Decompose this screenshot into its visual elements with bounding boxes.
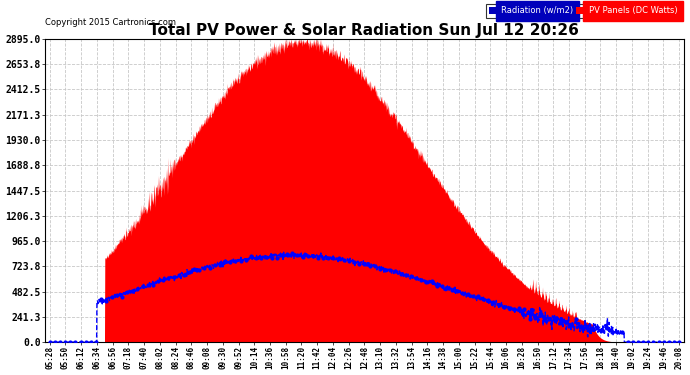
Legend: Radiation (w/m2), PV Panels (DC Watts): Radiation (w/m2), PV Panels (DC Watts)	[486, 4, 680, 18]
Title: Total PV Power & Solar Radiation Sun Jul 12 20:26: Total PV Power & Solar Radiation Sun Jul…	[150, 23, 580, 38]
Text: Copyright 2015 Cartronics.com: Copyright 2015 Cartronics.com	[45, 18, 176, 27]
